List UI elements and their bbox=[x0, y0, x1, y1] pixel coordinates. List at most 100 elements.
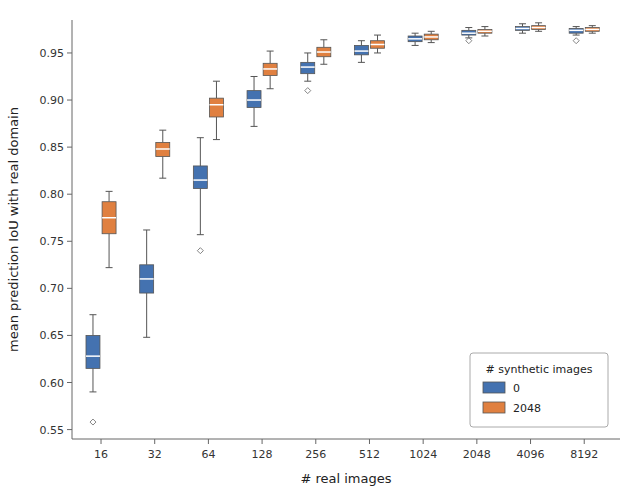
cap-high bbox=[374, 35, 381, 36]
box-body bbox=[247, 91, 261, 108]
median bbox=[102, 217, 116, 219]
x-tick bbox=[262, 439, 263, 444]
median bbox=[263, 68, 277, 70]
x-tick-label: 2048 bbox=[463, 448, 491, 461]
cap-low bbox=[143, 337, 150, 338]
box-body bbox=[301, 62, 315, 73]
median bbox=[156, 148, 170, 150]
median bbox=[516, 28, 530, 30]
x-tick-label: 1024 bbox=[409, 448, 437, 461]
cap-high bbox=[320, 39, 327, 40]
whisker-low bbox=[270, 76, 271, 89]
whisker-high bbox=[146, 230, 147, 265]
whisker-low bbox=[146, 293, 147, 337]
cap-low bbox=[89, 391, 96, 392]
cap-high bbox=[106, 191, 113, 192]
box-series bbox=[102, 23, 599, 268]
cap-low bbox=[428, 42, 435, 43]
legend-swatch bbox=[483, 382, 505, 393]
x-tick bbox=[584, 439, 585, 444]
y-tick bbox=[67, 194, 72, 195]
box bbox=[408, 33, 422, 45]
box-body bbox=[532, 26, 546, 30]
x-tick bbox=[154, 439, 155, 444]
whisker-high bbox=[254, 76, 255, 90]
cap-high bbox=[267, 51, 274, 52]
x-axis-label: # real images bbox=[300, 471, 391, 486]
median bbox=[462, 32, 476, 34]
box bbox=[478, 27, 492, 36]
median bbox=[317, 51, 331, 53]
whisker-high bbox=[323, 40, 324, 48]
box-body bbox=[140, 265, 154, 293]
legend-swatch bbox=[483, 402, 505, 413]
axes: 0.550.600.650.700.750.800.850.900.951632… bbox=[40, 20, 621, 461]
flier bbox=[305, 88, 311, 94]
x-tick-label: 32 bbox=[148, 448, 162, 461]
box-body bbox=[317, 47, 331, 56]
whisker-low bbox=[307, 74, 308, 82]
whisker-high bbox=[307, 53, 308, 62]
cap-low bbox=[412, 45, 419, 46]
legend-frame bbox=[470, 353, 608, 427]
median bbox=[585, 29, 599, 31]
whisker-low bbox=[254, 108, 255, 127]
median bbox=[354, 50, 368, 52]
y-tick-label: 0.75 bbox=[40, 235, 65, 248]
legend-title: # synthetic images bbox=[486, 363, 593, 376]
cap-high bbox=[197, 137, 204, 138]
box bbox=[263, 51, 277, 89]
cap-high bbox=[535, 22, 542, 23]
median bbox=[301, 66, 315, 68]
box bbox=[569, 27, 583, 44]
y-tick-label: 0.55 bbox=[40, 424, 65, 437]
y-tick-label: 0.60 bbox=[40, 377, 65, 390]
cap-high bbox=[304, 52, 311, 53]
y-tick bbox=[67, 429, 72, 430]
whisker-low bbox=[323, 57, 324, 65]
x-tick bbox=[476, 439, 477, 444]
x-tick bbox=[423, 439, 424, 444]
box bbox=[86, 315, 100, 425]
box bbox=[193, 138, 207, 254]
cap-low bbox=[519, 33, 526, 34]
whisker-low bbox=[200, 189, 201, 235]
cap-low bbox=[358, 62, 365, 63]
box bbox=[247, 76, 261, 126]
y-tick bbox=[67, 147, 72, 148]
whisker-low bbox=[109, 234, 110, 268]
median bbox=[408, 38, 422, 40]
cap-high bbox=[589, 25, 596, 26]
box bbox=[424, 31, 438, 42]
cap-high bbox=[143, 229, 150, 230]
cap-low bbox=[106, 267, 113, 268]
median bbox=[86, 355, 100, 357]
box-body bbox=[569, 28, 583, 33]
y-tick-label: 0.90 bbox=[40, 94, 65, 107]
box bbox=[317, 40, 331, 64]
y-tick-label: 0.80 bbox=[40, 188, 65, 201]
x-tick-label: 16 bbox=[94, 448, 108, 461]
box-body bbox=[478, 29, 492, 33]
cap-low bbox=[213, 139, 220, 140]
y-tick-label: 0.95 bbox=[40, 47, 65, 60]
y-tick bbox=[67, 241, 72, 242]
box-body bbox=[209, 98, 223, 117]
box-body bbox=[102, 202, 116, 234]
cap-high bbox=[428, 31, 435, 32]
cap-high bbox=[481, 26, 488, 27]
x-tick-label: 64 bbox=[201, 448, 215, 461]
cap-low bbox=[481, 36, 488, 37]
box bbox=[102, 191, 116, 267]
cap-low bbox=[267, 88, 274, 89]
box-body bbox=[371, 41, 385, 49]
box-body bbox=[193, 166, 207, 189]
whisker-low bbox=[361, 55, 362, 63]
whisker-low bbox=[92, 368, 93, 392]
y-tick bbox=[67, 288, 72, 289]
whisker-low bbox=[162, 157, 163, 179]
plot-area bbox=[86, 23, 599, 425]
cap-high bbox=[573, 26, 580, 27]
whisker-high bbox=[109, 191, 110, 201]
cap-low bbox=[251, 126, 258, 127]
